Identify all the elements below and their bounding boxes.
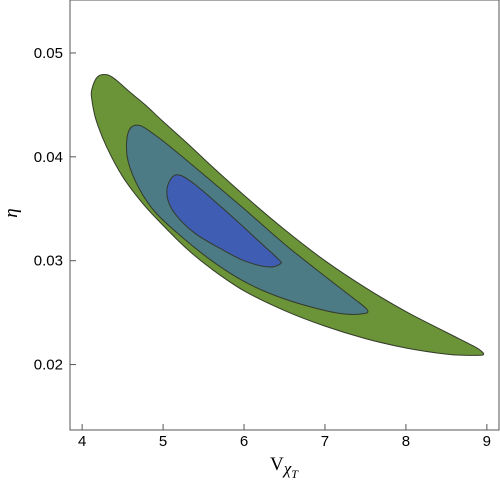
region-outer [90, 74, 485, 356]
y-tick-label: 0.03 [34, 253, 63, 270]
x-tick-label: 9 [483, 433, 491, 450]
x-tick-label: 7 [321, 433, 329, 450]
x-tick-label: 4 [78, 433, 86, 450]
plot-frame [69, 0, 500, 431]
y-tick-label: 0.02 [34, 357, 63, 374]
x-tick-label: 5 [159, 433, 167, 450]
y-tick-label: 0.04 [34, 149, 63, 166]
region-middle [125, 124, 369, 315]
y-axis-label: η [1, 208, 22, 217]
confidence-regions [90, 74, 485, 356]
y-tick-label: 0.05 [34, 45, 63, 62]
y-axis-ticks: 0.02 0.03 0.04 0.05 [34, 45, 76, 374]
x-tick-label: 6 [240, 433, 248, 450]
x-axis-label: VχT [270, 454, 299, 481]
x-axis-ticks: 4 5 6 7 8 9 [78, 424, 491, 450]
x-tick-label: 8 [402, 433, 410, 450]
region-inner [166, 174, 282, 268]
